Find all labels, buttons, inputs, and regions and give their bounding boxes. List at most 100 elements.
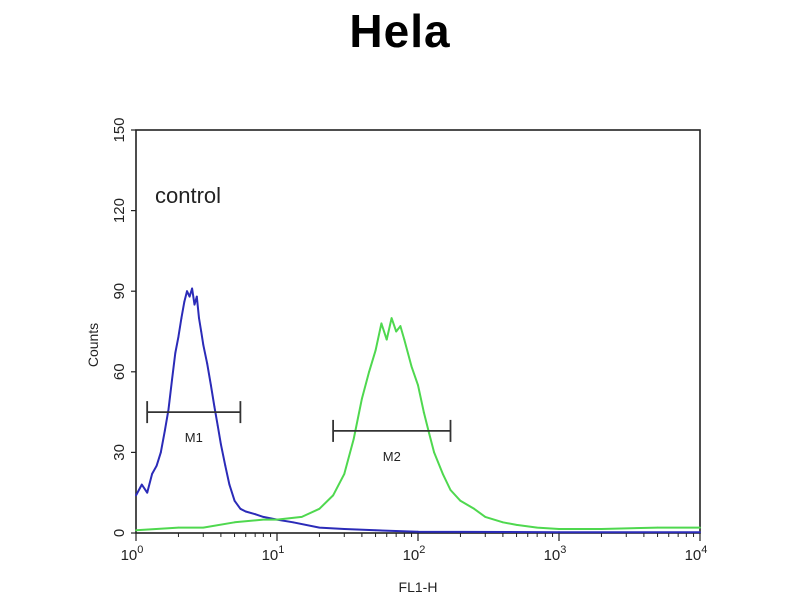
histogram-series-2-point bbox=[428, 432, 431, 435]
histogram-series-1-point bbox=[171, 379, 173, 381]
x-axis-label: FL1-H bbox=[399, 579, 438, 595]
histogram-series-1-point bbox=[135, 494, 137, 497]
histogram-series-1-point bbox=[177, 336, 180, 338]
histogram-series-1-point bbox=[186, 290, 188, 293]
histogram-series-2-point bbox=[202, 526, 205, 529]
x-tick-label: 102 bbox=[403, 544, 426, 564]
histogram-series-1-point bbox=[216, 424, 219, 427]
histogram-series-1-point bbox=[206, 362, 209, 365]
x-tick-label: 101 bbox=[262, 544, 285, 564]
histogram-series-2-point bbox=[459, 499, 462, 502]
histogram-series-1-point bbox=[193, 303, 196, 306]
x-tick-base: 10 bbox=[262, 547, 279, 564]
histogram-series-1-point bbox=[318, 526, 321, 529]
histogram-series-1-point bbox=[558, 531, 560, 534]
histogram-series-1-point bbox=[210, 384, 212, 387]
histogram-series-1-point bbox=[244, 510, 247, 513]
histogram-series-1-point bbox=[167, 408, 170, 411]
histogram-series-2-point bbox=[233, 521, 236, 524]
histogram-series-2-point bbox=[417, 384, 419, 387]
x-tick-label: 103 bbox=[544, 544, 567, 564]
histogram-series-2-point bbox=[395, 330, 398, 333]
x-tick-exponent: 0 bbox=[137, 544, 143, 556]
histogram-series-1-point bbox=[374, 529, 377, 532]
histogram-series-2-point bbox=[600, 528, 603, 530]
histogram-series-2-point bbox=[449, 489, 452, 491]
histogram-series-2-point bbox=[318, 507, 321, 510]
histogram-series-1-point bbox=[202, 344, 205, 346]
x-tick-base: 10 bbox=[544, 547, 561, 564]
histogram-series-2-line bbox=[135, 317, 700, 532]
histogram-series-1-point bbox=[228, 483, 231, 486]
histogram-series-2-point bbox=[473, 507, 475, 510]
y-axis-label: Counts bbox=[85, 323, 101, 367]
histogram-series-1-point bbox=[224, 464, 227, 467]
gate-markers: M1 M2 bbox=[146, 401, 452, 464]
histogram-series-2-point bbox=[374, 349, 377, 352]
histogram-series-1-point bbox=[159, 451, 162, 454]
marker-m1-label: M1 bbox=[185, 430, 203, 445]
x-tick-base: 10 bbox=[403, 547, 420, 564]
histogram-series-1-point bbox=[188, 295, 191, 298]
x-tick-base: 10 bbox=[685, 547, 702, 564]
histogram-series-2-point bbox=[135, 529, 137, 532]
y-axis: 0 30 60 90 120 150 bbox=[111, 117, 136, 537]
histogram-series-1-point bbox=[163, 430, 166, 432]
histogram-series-1-point bbox=[220, 443, 222, 446]
y-tick-label: 0 bbox=[111, 529, 128, 537]
histogram-series-1-point bbox=[180, 317, 183, 319]
histogram-series-2-point bbox=[262, 518, 265, 521]
histogram-series-1-point bbox=[213, 405, 216, 408]
histogram-series-2-point bbox=[502, 521, 504, 524]
histogram-series-2-point bbox=[403, 338, 406, 341]
y-tick-label: 60 bbox=[111, 363, 128, 380]
histogram-series-2-point bbox=[441, 473, 444, 475]
histogram-series-1-point bbox=[191, 287, 194, 290]
histogram-series-1-point bbox=[174, 352, 177, 354]
histogram-series-2-point bbox=[484, 516, 487, 518]
histogram-series-2-point bbox=[699, 526, 701, 529]
y-tick-label: 90 bbox=[111, 283, 128, 300]
histogram-series-2-point bbox=[368, 370, 370, 373]
x-tick-exponent: 1 bbox=[278, 544, 284, 556]
marker-m2-label: M2 bbox=[383, 449, 401, 464]
histogram-series-2-point bbox=[343, 473, 346, 475]
histogram-series-2-point bbox=[399, 325, 402, 327]
histogram-series-2-point bbox=[380, 322, 383, 325]
histogram-series-2-point bbox=[433, 451, 435, 454]
y-tick-label: 30 bbox=[111, 444, 128, 461]
histogram-series-2-point bbox=[300, 516, 303, 518]
control-annotation: control bbox=[155, 183, 221, 208]
histogram-series-2-point bbox=[558, 528, 560, 530]
histogram-series-2-point bbox=[390, 317, 393, 319]
x-tick-label: 100 bbox=[121, 544, 144, 564]
histogram-series-1-point bbox=[254, 513, 257, 516]
x-axis: 100 101 102 103 104 bbox=[121, 533, 708, 564]
chart-title: Hela bbox=[349, 5, 451, 57]
histogram-series-1-point bbox=[233, 499, 236, 502]
x-tick-label: 104 bbox=[685, 544, 708, 564]
histogram-series-2-point bbox=[332, 494, 334, 497]
x-tick-base: 10 bbox=[121, 547, 138, 564]
histogram-series-1-point bbox=[198, 317, 200, 319]
histogram-series-1-line bbox=[135, 287, 700, 534]
histogram-series-1-point bbox=[239, 507, 242, 510]
histogram-series-2-point bbox=[515, 524, 518, 526]
histogram-series-2-point bbox=[536, 526, 539, 529]
histogram-series-2-point bbox=[177, 526, 180, 529]
histogram-series-2-point bbox=[656, 526, 659, 529]
x-tick-exponent: 4 bbox=[701, 544, 707, 556]
histogram-series-1-point bbox=[699, 531, 701, 534]
y-tick-label: 120 bbox=[111, 198, 128, 223]
histogram-series-1-point bbox=[183, 301, 186, 303]
histogram-series-1-point bbox=[195, 295, 198, 298]
histogram-series-2-point bbox=[361, 397, 363, 400]
histogram-series-1-point bbox=[292, 521, 294, 524]
histogram-series-1-point bbox=[343, 528, 346, 530]
histogram-series-1-point bbox=[151, 473, 154, 475]
histogram-series-2-point bbox=[385, 338, 388, 341]
histogram-series-1-point bbox=[140, 483, 143, 486]
y-tick-label: 150 bbox=[111, 117, 128, 142]
histogram-series-2-point bbox=[352, 438, 355, 440]
